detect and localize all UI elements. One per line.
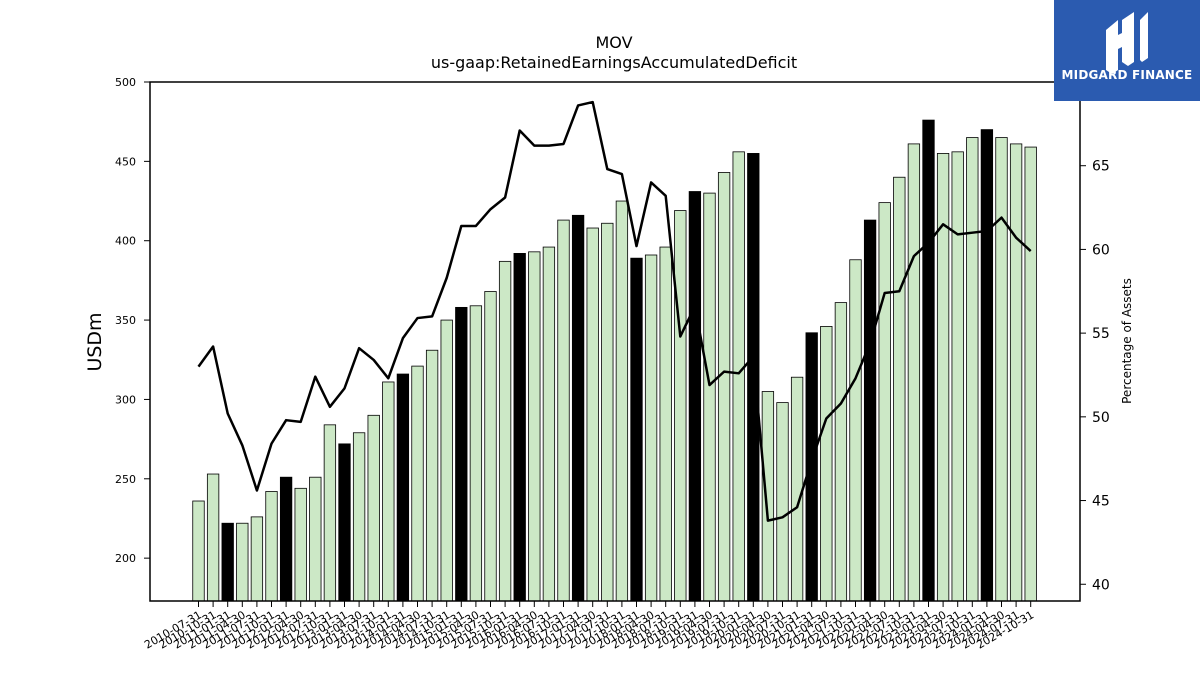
y2-axis-label: Percentage of Assets bbox=[1120, 278, 1134, 404]
bar bbox=[893, 176, 906, 602]
y2-tick-label: 40 bbox=[1092, 577, 1110, 593]
y2-tick-label: 65 bbox=[1092, 159, 1110, 175]
logo-mark-icon bbox=[1106, 12, 1148, 74]
bar bbox=[849, 259, 862, 602]
bar bbox=[688, 191, 702, 602]
bar bbox=[206, 473, 220, 602]
y-axis-right: 40 45 50 55 60 65 bbox=[1080, 159, 1110, 593]
y-axis-left: 200 250 300 350 400 450 500 bbox=[115, 76, 150, 565]
bar bbox=[776, 402, 789, 602]
bar bbox=[747, 153, 760, 602]
bar bbox=[323, 424, 337, 602]
bars-group bbox=[192, 119, 1037, 602]
bar bbox=[820, 326, 833, 602]
y-tick-label: 250 bbox=[115, 473, 136, 486]
bar bbox=[936, 153, 950, 602]
logo-text: MIDGARD FINANCE bbox=[1061, 68, 1193, 82]
bar bbox=[834, 302, 848, 602]
y-tick-label: 450 bbox=[115, 155, 136, 168]
bar bbox=[805, 332, 818, 602]
plot-frame bbox=[149, 81, 1081, 602]
bar bbox=[338, 443, 351, 602]
bar bbox=[425, 349, 439, 602]
bar bbox=[294, 487, 307, 602]
y-tick-label: 400 bbox=[115, 235, 136, 248]
y-tick-label: 200 bbox=[115, 552, 136, 565]
y2-tick-label: 50 bbox=[1092, 410, 1110, 426]
bar bbox=[717, 172, 731, 602]
bar bbox=[951, 151, 964, 602]
bar bbox=[703, 192, 716, 602]
bar bbox=[250, 516, 264, 602]
bar bbox=[192, 500, 205, 602]
y2-tick-label: 60 bbox=[1092, 242, 1110, 258]
bar bbox=[221, 522, 234, 602]
bar bbox=[557, 219, 570, 602]
bar bbox=[528, 251, 541, 602]
bar bbox=[396, 373, 410, 602]
bar bbox=[484, 291, 497, 602]
bar bbox=[1024, 146, 1037, 602]
bar bbox=[995, 137, 1008, 602]
bar bbox=[674, 210, 687, 602]
bar bbox=[878, 202, 891, 602]
chart-title: MOV bbox=[595, 33, 632, 52]
bar bbox=[601, 222, 614, 602]
logo: MIDGARD FINANCE bbox=[1054, 0, 1200, 101]
bar bbox=[236, 522, 249, 602]
bar bbox=[309, 476, 322, 602]
bar bbox=[586, 227, 599, 602]
bar bbox=[659, 246, 672, 602]
y2-tick-label: 45 bbox=[1092, 494, 1110, 510]
bar bbox=[265, 491, 278, 602]
bar bbox=[382, 381, 395, 602]
y-axis-label: USDm bbox=[84, 312, 106, 371]
bar bbox=[513, 253, 526, 602]
series-line-percentage bbox=[197, 100, 1032, 522]
y-tick-label: 500 bbox=[115, 76, 136, 89]
bar bbox=[790, 376, 804, 602]
bar bbox=[455, 306, 468, 602]
bar bbox=[732, 151, 745, 602]
bar bbox=[761, 391, 775, 602]
y-tick-label: 350 bbox=[115, 314, 136, 327]
bar bbox=[440, 319, 453, 602]
bar bbox=[542, 246, 556, 602]
bar bbox=[498, 260, 512, 602]
bar bbox=[966, 137, 979, 602]
y-tick-label: 300 bbox=[115, 393, 136, 406]
bar bbox=[571, 214, 585, 602]
x-axis: 2010-07-312010-10-312011-01-312011-04-30… bbox=[142, 601, 1036, 652]
bar bbox=[907, 143, 921, 602]
bar bbox=[279, 476, 293, 602]
bar bbox=[1009, 143, 1023, 602]
bar bbox=[615, 200, 629, 602]
bar bbox=[644, 254, 658, 602]
bar bbox=[411, 365, 424, 602]
bar bbox=[980, 129, 994, 602]
bar bbox=[367, 414, 380, 602]
bar bbox=[352, 432, 366, 602]
y2-tick-label: 55 bbox=[1092, 326, 1110, 342]
bar bbox=[922, 119, 935, 602]
bar bbox=[863, 219, 877, 602]
chart-subtitle: us-gaap:RetainedEarningsAccumulatedDefic… bbox=[431, 53, 797, 72]
bar bbox=[469, 305, 483, 602]
bar bbox=[630, 257, 643, 602]
